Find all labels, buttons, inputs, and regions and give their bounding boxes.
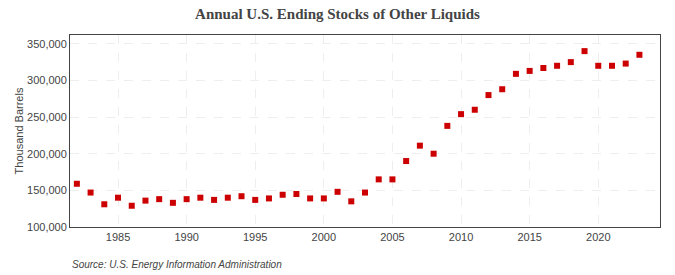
svg-text:200,000: 200,000 bbox=[27, 148, 67, 160]
svg-text:1990: 1990 bbox=[174, 231, 198, 243]
svg-text:300,000: 300,000 bbox=[27, 74, 67, 86]
svg-text:150,000: 150,000 bbox=[27, 184, 67, 196]
svg-text:Annual U.S. Ending Stocks of O: Annual U.S. Ending Stocks of Other Liqui… bbox=[195, 6, 480, 22]
svg-text:2015: 2015 bbox=[517, 231, 541, 243]
svg-text:2020: 2020 bbox=[586, 231, 610, 243]
svg-text:350,000: 350,000 bbox=[27, 38, 67, 50]
svg-text:2010: 2010 bbox=[449, 231, 473, 243]
svg-text:2005: 2005 bbox=[380, 231, 404, 243]
svg-text:2000: 2000 bbox=[312, 231, 336, 243]
svg-text:Thousand Barrels: Thousand Barrels bbox=[13, 87, 25, 174]
svg-text:250,000: 250,000 bbox=[27, 111, 67, 123]
svg-text:1995: 1995 bbox=[243, 231, 267, 243]
svg-text:100,000: 100,000 bbox=[27, 221, 67, 233]
svg-text:1985: 1985 bbox=[106, 231, 130, 243]
svg-text:Source: U.S. Energy Informatio: Source: U.S. Energy Information Administ… bbox=[72, 259, 282, 270]
